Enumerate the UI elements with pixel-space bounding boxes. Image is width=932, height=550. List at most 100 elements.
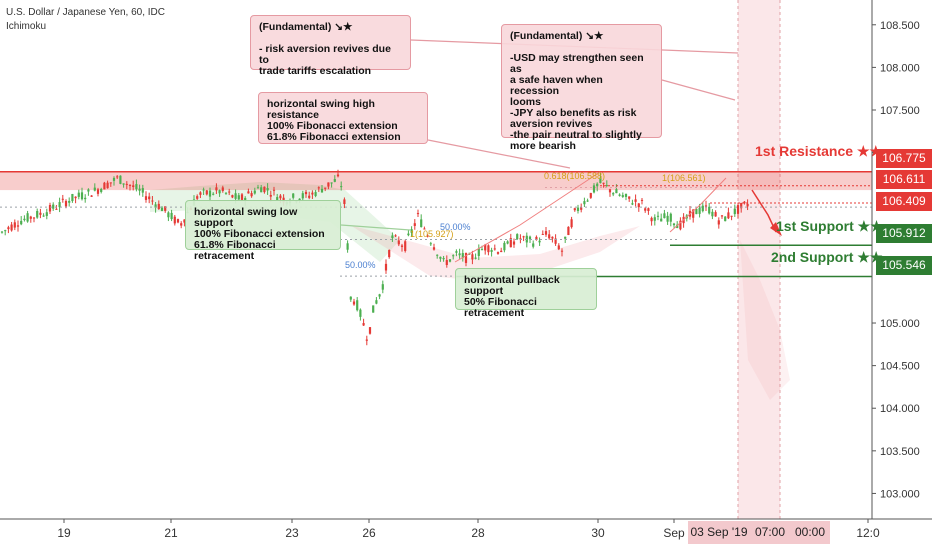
candle-body [445, 260, 448, 265]
price-tick-label: 103.000 [880, 488, 920, 500]
candle-body [119, 175, 122, 184]
fib-level-label: 1(106.561) [662, 173, 706, 183]
candle-body [52, 204, 55, 209]
price-tick-label: 107.500 [880, 105, 920, 117]
candle-body [717, 220, 720, 225]
candle-body [407, 233, 410, 236]
candle-body [436, 254, 439, 256]
candle-body [90, 195, 93, 197]
candle-body [93, 187, 96, 191]
candle-body [640, 199, 644, 201]
indicator-name[interactable]: Ichimoku [6, 21, 47, 32]
candle-body [615, 189, 618, 194]
candle-body [298, 198, 301, 201]
fib-level-label: 1(105.927) [410, 229, 454, 239]
candle-body [608, 189, 612, 193]
candle-body [528, 236, 532, 240]
candle-body [698, 207, 701, 214]
candle-body [375, 300, 378, 304]
candle-body [84, 197, 87, 200]
candle-body [426, 235, 429, 237]
candle-body [173, 216, 176, 224]
resistance-zone-band [0, 171, 872, 191]
candle-body [336, 174, 340, 177]
price-axis[interactable]: 108.500108.000107.500107.000105.000104.5… [871, 0, 932, 550]
candle-body [714, 212, 717, 217]
candle-body [327, 182, 330, 187]
candle-body [151, 200, 154, 202]
candle-body [343, 199, 346, 205]
candle-body [106, 182, 109, 189]
candle-body [400, 245, 404, 247]
candle-body [704, 205, 708, 207]
fundamental-note-2: (Fundamental) ↘★ -USD may strengthen see… [501, 24, 662, 152]
fib-swing-1 [454, 171, 601, 263]
candle-body [676, 224, 679, 229]
candle-body [647, 208, 650, 212]
note-pointer-4 [340, 224, 411, 231]
candle-body [100, 188, 103, 192]
price-tick-label: 108.000 [880, 62, 920, 74]
candle-body [471, 254, 474, 260]
candle-body [13, 222, 16, 228]
price-tick-label: 104.000 [880, 403, 920, 415]
cursor-time-label-1: 07:00 [750, 521, 790, 544]
candle-body [580, 207, 583, 210]
candle-body [39, 212, 42, 215]
candle-body [176, 219, 180, 223]
fundamental-note-1: (Fundamental) ↘★ - risk aversion revives… [250, 15, 411, 77]
candle-body [586, 200, 589, 202]
candle-body [711, 211, 714, 217]
candle-body [746, 203, 749, 207]
candle-body [564, 236, 567, 239]
candle-body [650, 217, 653, 222]
candle-body [512, 241, 516, 245]
price-axis-bg [872, 0, 932, 550]
symbol-title[interactable]: U.S. Dollar / Japanese Yen, 60, IDC [6, 7, 165, 18]
candle-body [372, 305, 375, 313]
candle-body [320, 188, 324, 193]
candle-body [493, 248, 496, 250]
projection-arrows [454, 171, 782, 263]
candle-body [557, 245, 560, 250]
candle-body [365, 339, 368, 341]
candle-body [730, 215, 733, 217]
candle-body [68, 200, 71, 203]
candle-body [116, 176, 119, 178]
price-tag-105546: 105.546 [876, 256, 932, 275]
candle-body [109, 182, 112, 184]
fib-level-label: 0.618(106.588) [544, 171, 605, 181]
time-tick-label: 30 [591, 526, 605, 540]
candle-body [455, 251, 458, 253]
fib-swing-2 [669, 177, 727, 233]
future-highlight [738, 0, 780, 519]
candle-body [180, 223, 183, 226]
price-tick-label: 108.500 [880, 20, 920, 32]
candle-body [669, 213, 672, 222]
pullback-note: horizontal pullback support 50% Fibonacc… [455, 268, 597, 319]
candle-body [324, 187, 327, 189]
candle-body [253, 190, 256, 194]
candle-body [743, 201, 746, 204]
candle-body [381, 284, 384, 290]
candle-body [128, 184, 132, 186]
candle-body [420, 219, 423, 228]
time-tick-label: Sep [663, 526, 685, 540]
candle-body [167, 212, 170, 218]
candle-body [48, 205, 52, 212]
candle-body [208, 190, 212, 197]
candle-body [733, 208, 736, 215]
plot-area [0, 0, 872, 519]
candle-body [464, 252, 468, 263]
candle-body [458, 253, 461, 256]
candle-body [160, 207, 164, 212]
candle-body [644, 208, 647, 211]
candle-body [416, 213, 420, 215]
candle-body [148, 196, 151, 200]
note-pointer-2 [661, 79, 736, 101]
candle-body [612, 193, 615, 195]
chart-background [0, 0, 872, 519]
candle-body [228, 191, 231, 193]
candle-body [592, 185, 596, 193]
candle-body [250, 193, 253, 197]
